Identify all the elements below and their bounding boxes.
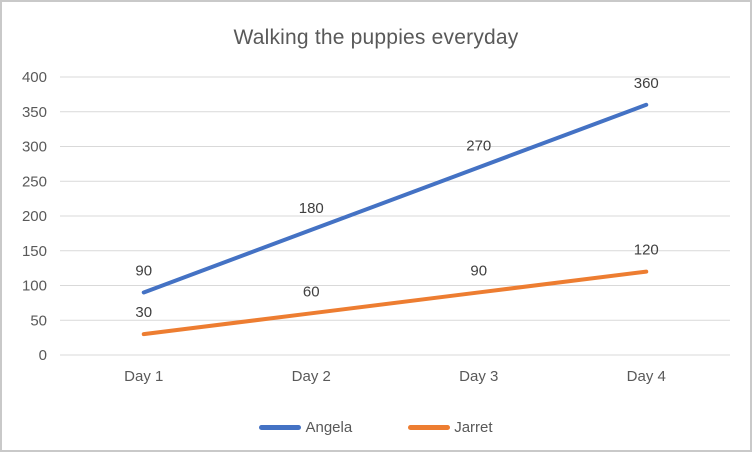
data-label: 90 [135, 262, 152, 279]
legend-label-angela: Angela [305, 419, 353, 436]
y-tick-label: 100 [22, 278, 47, 295]
x-tick-label: Day 2 [292, 368, 331, 385]
x-tick-label: Day 1 [124, 368, 163, 385]
legend-label-jarret: Jarret [454, 419, 493, 436]
data-label: 120 [634, 242, 659, 259]
legend: Angela Jarret [2, 419, 750, 436]
legend-swatch-angela [259, 425, 302, 430]
data-label: 90 [470, 262, 487, 279]
y-tick-label: 50 [30, 312, 47, 329]
y-tick-label: 0 [39, 347, 47, 364]
legend-item-jarret: Jarret [408, 419, 493, 436]
data-label: 180 [299, 200, 324, 217]
data-label: 60 [303, 283, 320, 300]
x-tick-label: Day 3 [459, 368, 498, 385]
legend-swatch-jarret [408, 425, 451, 430]
data-label: 270 [466, 137, 491, 154]
chart-title: Walking the puppies everyday [233, 26, 519, 49]
data-label: 30 [135, 304, 152, 321]
y-tick-label: 250 [22, 173, 47, 190]
series-line-angela [141, 102, 649, 295]
y-tick-label: 350 [22, 104, 47, 121]
y-tick-label: 300 [22, 139, 47, 156]
series-line-jarret [141, 269, 649, 337]
x-tick-label: Day 4 [627, 368, 666, 385]
legend-item-angela: Angela [259, 419, 352, 436]
y-tick-label: 150 [22, 243, 47, 260]
data-label: 360 [634, 75, 659, 92]
y-tick-label: 200 [22, 208, 47, 225]
y-tick-label: 400 [22, 69, 47, 86]
